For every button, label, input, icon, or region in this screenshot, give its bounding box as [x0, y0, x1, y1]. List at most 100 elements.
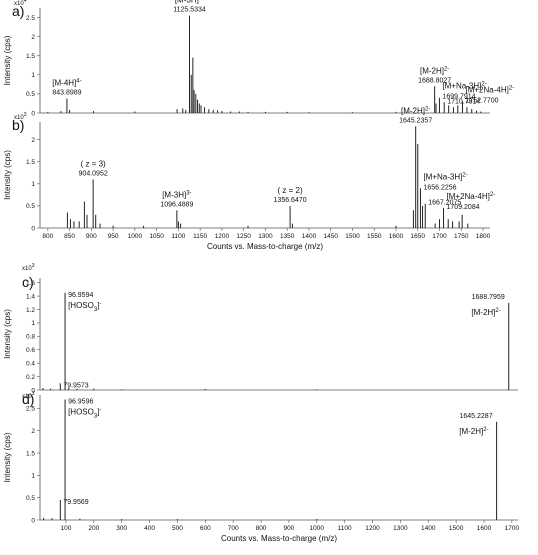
x-tick-label: 1700 [505, 525, 520, 532]
peak-label: 1710.7814 [447, 98, 480, 105]
x-tick-label: 200 [88, 525, 99, 532]
ion-superscript: 2- [490, 192, 495, 198]
y-tick-label: 0.4 [26, 360, 35, 367]
ion-text: [M+Na-3H] [423, 172, 462, 181]
ion-label: [M+2Na-4H]2- [465, 86, 514, 95]
x-tick-label: 1250 [236, 233, 251, 240]
ion-text: [HOSO [68, 301, 94, 310]
x-tick-label: 1650 [411, 233, 426, 240]
ion-label: [M-4H]4- [52, 78, 81, 87]
ion-superscript: 2- [495, 308, 500, 314]
panel-label: d) [22, 391, 34, 407]
y-tick-label: 0 [31, 110, 35, 117]
x-tick-label: 800 [256, 525, 267, 532]
y-axis-label: Intensity (cps) [3, 35, 12, 85]
y-tick-label: 0.6 [26, 347, 35, 354]
x-tick-label: 700 [228, 525, 239, 532]
ion-label: [M-2H]2- [401, 106, 430, 115]
ion-subscript: 3 [94, 413, 98, 419]
ion-text: [M+2Na-4H] [447, 192, 490, 201]
y-tick-label: 0.5 [26, 203, 35, 210]
peak-label: 1688.8027 [418, 77, 451, 84]
y-tick-label: 1 [31, 72, 35, 79]
x-tick-label: 850 [64, 233, 75, 240]
ion-label: [HOSO3]- [68, 301, 101, 313]
x-tick-label: 1400 [302, 233, 317, 240]
ion-text: [HOSO [68, 407, 94, 416]
y-tick-label: 0 [31, 225, 35, 232]
x-tick-label: 1050 [149, 233, 164, 240]
ion-text: ] [97, 301, 99, 310]
ion-label: [M-3H]3- [162, 190, 191, 199]
scale-label: x103 [14, 112, 27, 121]
x-tick-label: 1000 [310, 525, 325, 532]
x-tick-label: 1500 [345, 233, 360, 240]
y-axis-label: Intensity (cps) [3, 150, 12, 200]
x-tick-label: 500 [172, 525, 183, 532]
y-tick-label: 0.2 [26, 374, 35, 381]
panel-label: c) [22, 274, 34, 290]
y-tick-label: 0.8 [26, 334, 35, 341]
peak-label: 1709.2084 [447, 204, 480, 211]
ion-text: [M-2H] [401, 106, 425, 115]
ion-label: [M+Na-3H]2- [442, 82, 486, 91]
y-tick-label: 2 [31, 34, 35, 41]
scale-base: x10 [14, 115, 24, 121]
y-tick-label: 2 [31, 137, 35, 144]
ion-text: ( z = 2) [278, 186, 303, 195]
x-tick-label: 1150 [193, 233, 207, 240]
x-tick-label: 1100 [338, 525, 352, 532]
ion-subscript: 3 [94, 307, 98, 313]
x-tick-label: 400 [144, 525, 155, 532]
peak-label: 1125.5334 [173, 7, 206, 14]
x-tick-label: 1300 [393, 525, 408, 532]
x-axis-label: Counts vs. Mass-to-charge (m/z) [207, 242, 323, 251]
y-tick-label: 2.5 [26, 15, 35, 22]
peak-label: 79.9569 [63, 499, 88, 506]
y-tick-label: 0.5 [26, 91, 35, 98]
ion-label: ( z = 3) [81, 159, 106, 168]
peak-label: 1645.2357 [399, 117, 432, 124]
ion-label: [M-2H]2- [459, 427, 488, 436]
scale-label: x104 [14, 0, 27, 7]
scale-exponent: 3 [24, 112, 27, 118]
peak-label: 1667.2075 [428, 200, 461, 207]
y-axis-label: Intensity (cps) [3, 309, 12, 359]
y-tick-label: 1.4 [26, 293, 35, 300]
y-tick-label: 0 [31, 517, 35, 524]
y-tick-label: 1 [31, 473, 35, 480]
peak-label: 96.9594 [68, 292, 93, 299]
x-tick-label: 950 [108, 233, 119, 240]
x-tick-label: 1700 [432, 233, 447, 240]
scale-base: x10 [22, 266, 32, 272]
x-tick-label: 100 [60, 525, 71, 532]
y-tick-label: 1.6 [26, 280, 35, 287]
y-tick-label: 1 [31, 320, 35, 327]
peak-label: 1688.7959 [472, 294, 505, 301]
ion-superscript: 2- [509, 86, 514, 92]
peak-label: 1645.2287 [460, 413, 493, 420]
ion-label: [M+2Na-4H]2- [447, 192, 496, 201]
scale-exponent: 3 [32, 391, 35, 397]
x-tick-label: 800 [42, 233, 53, 240]
ion-superscript: 2- [481, 82, 486, 88]
ion-label: ( z = 2) [278, 186, 303, 195]
panel-label: b) [12, 117, 24, 133]
y-axis-label: Intensity (cps) [3, 432, 12, 482]
x-tick-label: 1400 [421, 525, 436, 532]
peak-label: 79.9573 [63, 382, 88, 389]
x-tick-label: 1550 [367, 233, 382, 240]
x-tick-label: 1800 [476, 233, 491, 240]
x-tick-label: 1100 [171, 233, 185, 240]
scale-exponent: 4 [24, 0, 27, 4]
ion-superscript: 4- [76, 78, 81, 84]
x-tick-label: 1350 [280, 233, 295, 240]
peak-label: 1356.6470 [274, 197, 307, 204]
ion-text: [M-3H] [162, 190, 186, 199]
y-tick-label: 1.2 [26, 307, 35, 314]
ion-superscript: 3- [199, 0, 204, 2]
x-tick-label: 600 [200, 525, 211, 532]
ion-label: [HOSO3]- [68, 407, 101, 419]
ion-superscript: - [99, 301, 101, 307]
